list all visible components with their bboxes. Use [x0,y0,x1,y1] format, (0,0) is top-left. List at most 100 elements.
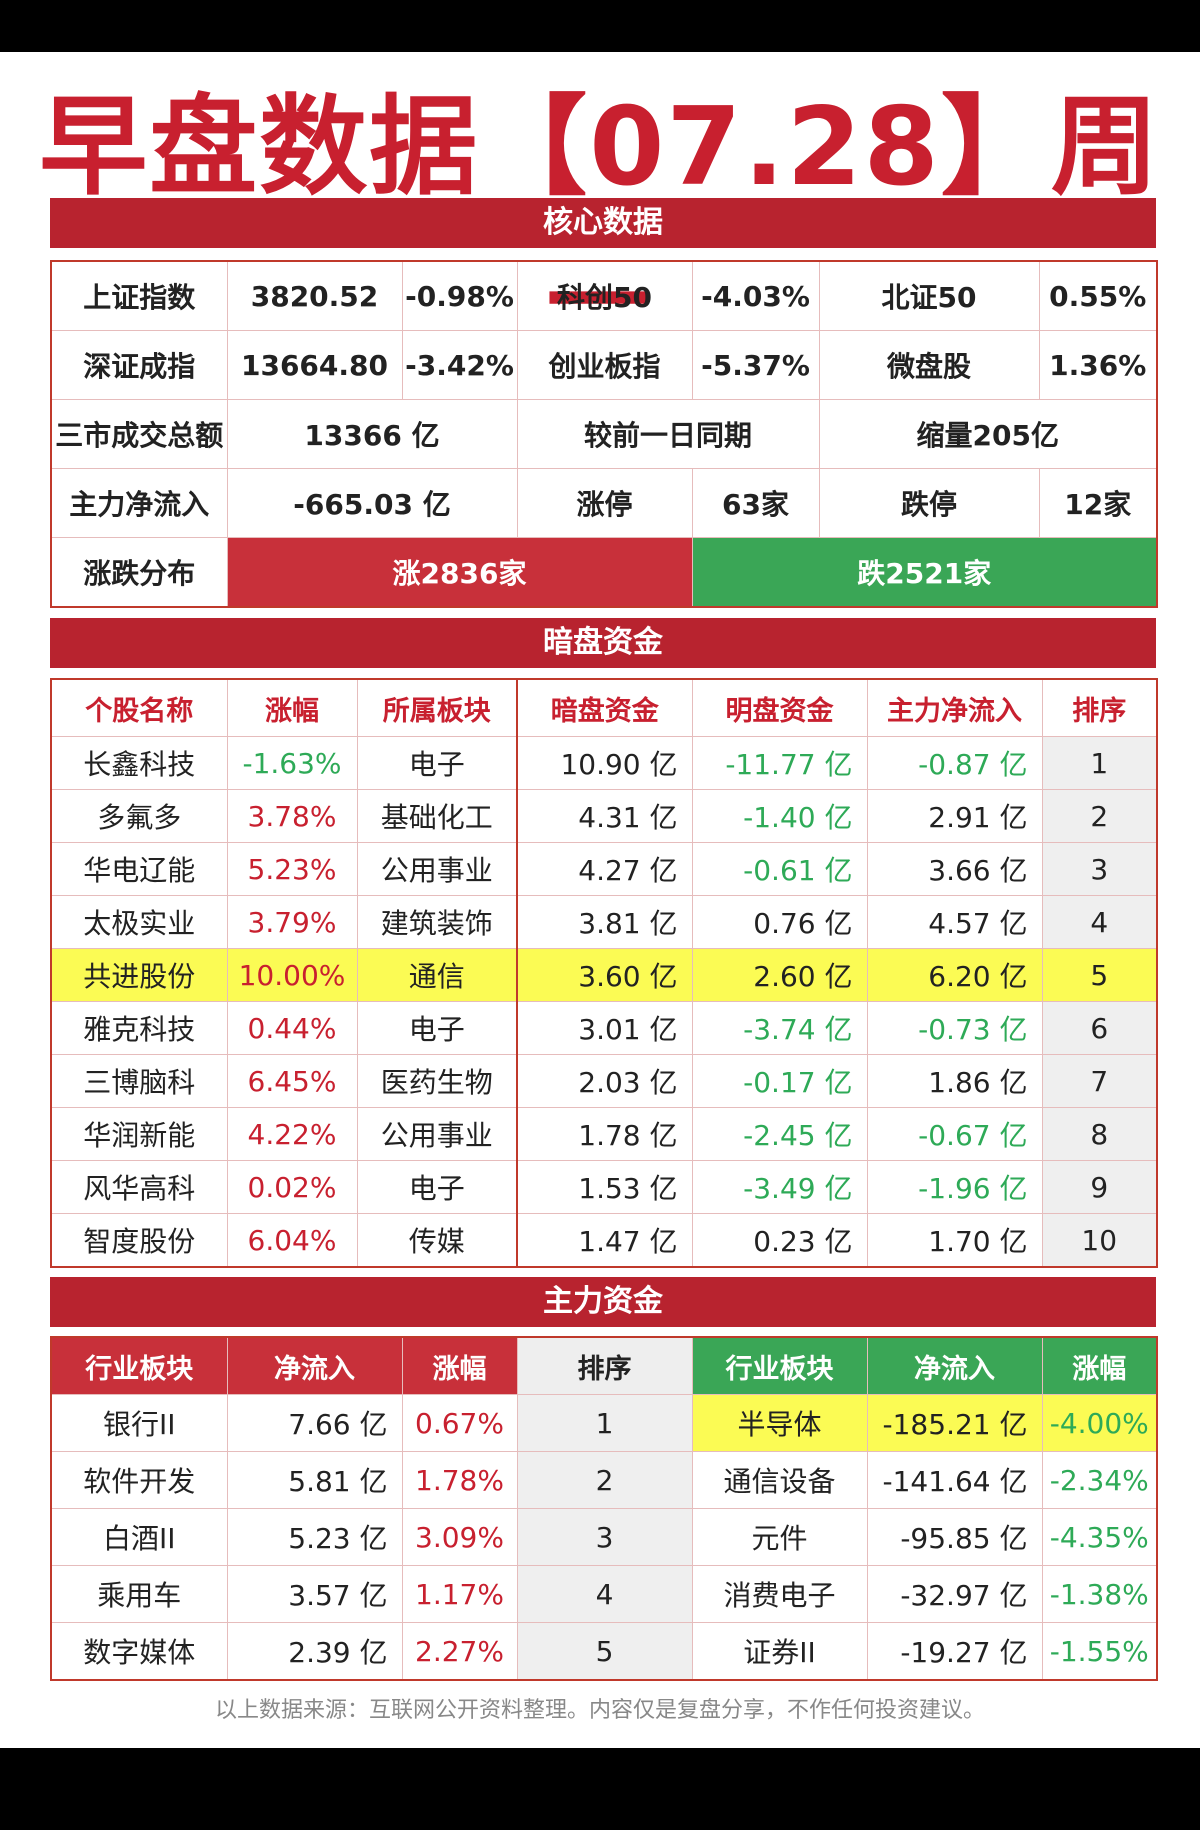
inflow-sector: 数字媒体 [50,1622,228,1681]
net-inflow: 4.57 亿 [866,895,1043,949]
inflow-change: 1.78% [401,1451,518,1509]
lit-fund: 0.23 亿 [691,1213,868,1268]
stock-sector: 电子 [356,736,518,790]
outflow-sector: 通信设备 [691,1451,868,1509]
stock-sector: 传媒 [356,1213,518,1268]
outflow-change: -4.00% [1041,1394,1158,1452]
core-label: 涨停 [516,468,693,538]
section-bar-dark: 暗盘资金 [50,618,1156,668]
stock-sector: 医药生物 [356,1054,518,1108]
outflow-change: -1.38% [1041,1565,1158,1623]
stock-name: 三博脑科 [50,1054,228,1108]
stock-name: 智度股份 [50,1213,228,1268]
core-data-table: 上证指数 3820.52 -0.98% 科创50 -4.03% 北证50 0.5… [50,260,1158,608]
dark-fund: 4.27 亿 [516,842,693,896]
core-label: 较前一日同期 [516,399,820,469]
lit-fund: -0.61 亿 [691,842,868,896]
stock-sector: 通信 [356,948,518,1002]
column-header: 行业板块 [50,1336,228,1395]
limit-down-count: 12家 [1038,468,1158,538]
dark-fund: 4.31 亿 [516,789,693,843]
outflow-amount: -141.64 亿 [866,1451,1043,1509]
stock-change: 6.04% [226,1213,358,1268]
rank: 2 [1041,789,1158,843]
inflow-change: 3.09% [401,1508,518,1566]
core-change: -3.42% [401,330,518,400]
stock-name: 华润新能 [50,1107,228,1161]
column-header: 涨幅 [1041,1336,1158,1395]
core-row-3: 三市成交总额 13366 亿 较前一日同期 缩量205亿 [50,399,1158,469]
rank: 4 [516,1565,693,1623]
limit-up-count: 63家 [691,468,820,538]
lit-fund: -0.17 亿 [691,1054,868,1108]
stock-change: 0.44% [226,1001,358,1055]
core-change: -5.37% [691,330,820,400]
column-header: 排序 [516,1336,693,1395]
net-inflow: -1.96 亿 [866,1160,1043,1214]
table-row: 白酒II 5.23 亿 3.09% 3 元件 -95.85 亿 -4.35% [50,1508,1158,1566]
dark-fund: 3.60 亿 [516,948,693,1002]
inflow-amount: 2.39 亿 [226,1622,403,1681]
stock-sector: 电子 [356,1160,518,1214]
core-label: 主力净流入 [50,468,228,538]
inflow-sector: 白酒II [50,1508,228,1566]
net-inflow: 1.70 亿 [866,1213,1043,1268]
lit-fund: -3.74 亿 [691,1001,868,1055]
net-inflow: -0.87 亿 [866,736,1043,790]
column-header: 涨幅 [226,678,358,737]
stock-name: 多氟多 [50,789,228,843]
core-label: 上证指数 [50,260,228,331]
outflow-sector: 消费电子 [691,1565,868,1623]
core-label: 创业板指 [516,330,693,400]
stock-name: 长鑫科技 [50,736,228,790]
inflow-sector: 软件开发 [50,1451,228,1509]
stock-change: 0.02% [226,1160,358,1214]
stock-sector: 公用事业 [356,842,518,896]
column-header: 所属板块 [356,678,518,737]
outflow-amount: -185.21 亿 [866,1394,1043,1452]
rank: 3 [1041,842,1158,896]
table-row: 乘用车 3.57 亿 1.17% 4 消费电子 -32.97 亿 -1.38% [50,1565,1158,1623]
core-label: 涨跌分布 [50,537,228,608]
lit-fund: 2.60 亿 [691,948,868,1002]
dark-fund: 3.81 亿 [516,895,693,949]
decliners-bar: 跌2521家 [691,537,1158,608]
lit-fund: -2.45 亿 [691,1107,868,1161]
column-header: 主力净流入 [866,678,1043,737]
rank: 10 [1041,1213,1158,1268]
dark-fund: 1.78 亿 [516,1107,693,1161]
stock-sector: 建筑装饰 [356,895,518,949]
rank: 2 [516,1451,693,1509]
inflow-amount: 5.23 亿 [226,1508,403,1566]
net-inflow: -0.73 亿 [866,1001,1043,1055]
table-row: 银行II 7.66 亿 0.67% 1 半导体 -185.21 亿 -4.00% [50,1394,1158,1452]
inflow-change: 0.67% [401,1394,518,1452]
turnover-value: 13366 亿 [226,399,518,469]
net-inflow: -0.67 亿 [866,1107,1043,1161]
core-label: 科创50 [516,260,693,331]
dark-pool-table: 个股名称 涨幅 所属板块 暗盘资金 明盘资金 主力净流入 排序 长鑫科技 -1.6… [50,678,1158,1268]
column-header: 个股名称 [50,678,228,737]
inflow-sector: 银行II [50,1394,228,1452]
core-value: 13664.80 [226,330,403,400]
core-label: 三市成交总额 [50,399,228,469]
outflow-change: -2.34% [1041,1451,1158,1509]
inflow-amount: 7.66 亿 [226,1394,403,1452]
net-inflow: 2.91 亿 [866,789,1043,843]
section-bar-main: 主力资金 [50,1277,1156,1327]
stock-name: 共进股份 [50,948,228,1002]
outflow-sector: 半导体 [691,1394,868,1452]
rank: 9 [1041,1160,1158,1214]
rank: 1 [516,1394,693,1452]
page: 早盘数据【07.28】周二 核心数据 上证指数 3820.52 -0.98% 科… [0,52,1200,1748]
outflow-amount: -32.97 亿 [866,1565,1043,1623]
column-header: 行业板块 [691,1336,868,1395]
table-row: 智度股份 6.04% 传媒 1.47 亿 0.23 亿 1.70 亿 10 [50,1213,1158,1268]
